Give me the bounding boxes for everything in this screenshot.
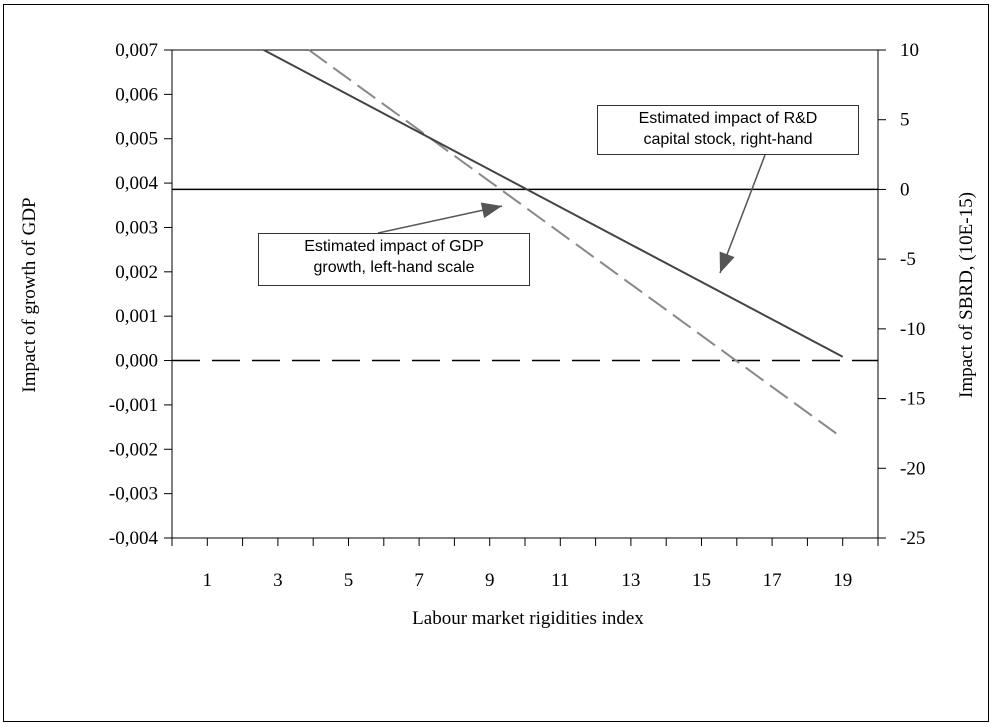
arrow-gdp-growth-shaft — [377, 205, 503, 234]
right-axis-title: Impact of SBRD, (10E-15) — [956, 192, 977, 398]
series-layer — [263, 49, 844, 439]
x-tick-label: 1 — [203, 570, 213, 591]
arrow-rd-capital-head — [719, 251, 735, 273]
callout-rd-line-1: Estimated impact of R&D — [638, 110, 818, 127]
series-rd-capital-line — [263, 49, 844, 358]
right-tick-label: -5 — [900, 249, 916, 270]
x-tick-label: 17 — [763, 570, 782, 591]
left-tick-label: 0,003 — [115, 217, 158, 238]
callout-arrows — [377, 154, 766, 274]
right-tick-label: -15 — [900, 389, 925, 410]
arrow-rd-capital-shaft — [719, 154, 766, 274]
series-gdp-growth-line — [308, 49, 844, 439]
left-tick-label: -0,002 — [109, 439, 158, 460]
right-tick-label: 0 — [900, 179, 910, 200]
x-tick-label: 5 — [344, 570, 354, 591]
x-axis-ticks: 1 3 5 7 9 11 13 15 17 19 — [171, 538, 879, 591]
callout-gdp-growth: Estimated impact of GDP growth, left-han… — [258, 233, 530, 286]
x-tick-label: 3 — [273, 570, 283, 591]
left-axis-ticks: 0,007 0,006 0,005 0,004 0,003 0,002 0,001 0,000… — [109, 40, 172, 549]
right-tick-label: 5 — [900, 110, 910, 131]
callout-gdp-line-2: growth, left-hand scale — [313, 259, 475, 276]
x-tick-label: 11 — [551, 570, 569, 591]
arrow-gdp-growth-head — [480, 202, 502, 219]
x-tick-label: 7 — [414, 570, 424, 591]
callout-rd-capital: Estimated impact of R&D capital stock, r… — [597, 105, 859, 155]
x-tick-label: 19 — [833, 570, 852, 591]
left-tick-label: 0,002 — [115, 262, 158, 283]
left-tick-label: -0,003 — [109, 484, 158, 505]
left-tick-label: 0,001 — [115, 306, 158, 327]
callout-rd-line-2: capital stock, right-hand — [643, 131, 813, 148]
left-tick-label: -0,004 — [109, 528, 159, 549]
right-tick-label: 10 — [900, 40, 919, 61]
x-tick-label: 9 — [485, 570, 495, 591]
right-axis-ticks: 10 5 0 -5 -10 -15 -20 -25 — [878, 40, 925, 549]
left-tick-label: -0,001 — [109, 395, 158, 416]
x-axis-title: Labour market rigidities index — [412, 608, 644, 629]
x-tick-label: 13 — [621, 570, 640, 591]
left-tick-label: 0,007 — [115, 40, 158, 61]
left-tick-label: 0,005 — [115, 129, 158, 150]
callout-gdp-line-1: Estimated impact of GDP — [304, 238, 484, 255]
x-tick-label: 15 — [692, 570, 711, 591]
left-tick-label: 0,000 — [115, 351, 158, 372]
right-tick-label: -25 — [900, 528, 925, 549]
right-tick-label: -20 — [900, 458, 925, 479]
left-tick-label: 0,006 — [115, 84, 158, 105]
left-axis-title: Impact of growth of GDP — [19, 197, 40, 392]
right-tick-label: -10 — [900, 319, 925, 340]
left-tick-label: 0,004 — [115, 173, 158, 194]
